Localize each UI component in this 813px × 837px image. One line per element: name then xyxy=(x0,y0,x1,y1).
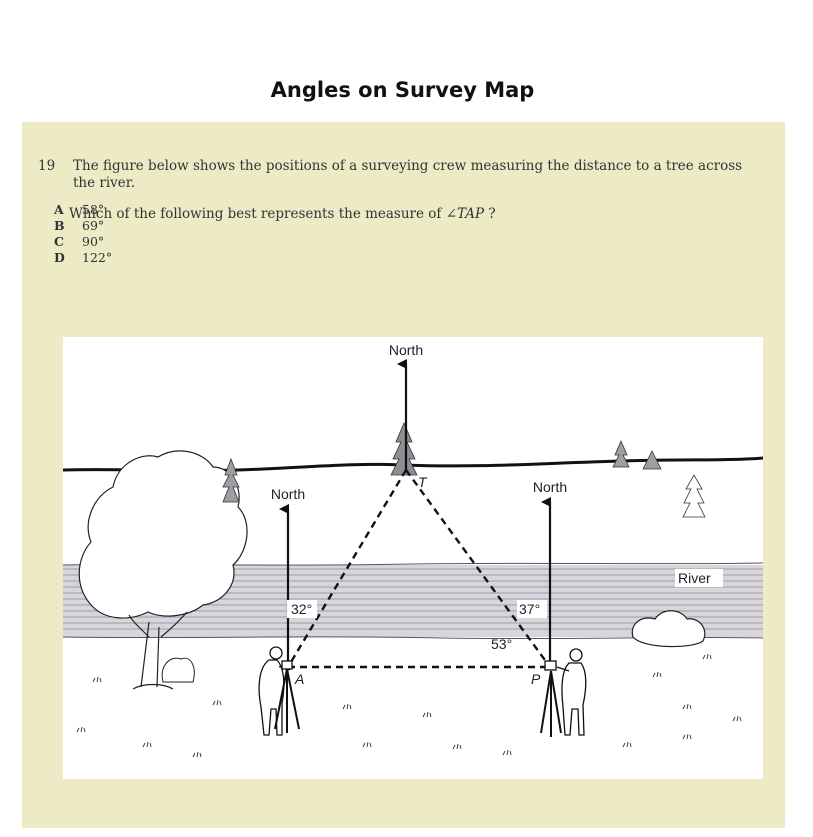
choice-value: 90° xyxy=(82,234,105,249)
question-panel: 19 The figure below shows the positions … xyxy=(22,122,785,828)
answer-choices: A 58° B 69° C 90° D 122° xyxy=(54,202,112,266)
river-label: River xyxy=(678,570,711,586)
left-tree xyxy=(78,450,248,690)
ask-prefix: Which of the following best represents t… xyxy=(69,206,446,222)
survey-illustration: North North North T A P 32° 37° 53° Rive… xyxy=(63,342,763,758)
point-t-label: T xyxy=(418,474,428,490)
background-tree xyxy=(222,439,706,518)
choice-a[interactable]: A 58° xyxy=(54,202,112,218)
question-ask: Which of the following best represents t… xyxy=(69,206,496,223)
choice-letter: A xyxy=(54,202,64,217)
ask-angle: ∠TAP xyxy=(445,206,485,222)
target-tree xyxy=(390,421,418,476)
choice-c[interactable]: C 90° xyxy=(54,234,112,250)
choice-value: 69° xyxy=(82,218,105,233)
survey-figure: North North North T A P 32° 37° 53° Rive… xyxy=(63,337,763,779)
angle-label-bg xyxy=(517,600,547,618)
angle-a-label: 32° xyxy=(291,601,312,617)
choice-value: 58° xyxy=(82,202,105,217)
choice-letter: D xyxy=(54,250,65,265)
point-a-label: A xyxy=(294,671,304,687)
question-text: The figure below shows the positions of … xyxy=(73,158,743,191)
angle-label-bg xyxy=(287,600,317,618)
grass-tufts xyxy=(76,653,742,758)
choice-value: 122° xyxy=(82,250,113,265)
bush xyxy=(631,610,706,648)
choice-d[interactable]: D 122° xyxy=(54,250,112,266)
question-number: 19 xyxy=(38,158,56,174)
choice-b[interactable]: B 69° xyxy=(54,218,112,234)
surveyor-a xyxy=(258,646,300,736)
angle-p-north-label: 37° xyxy=(519,601,540,617)
page-title: Angles on Survey Map xyxy=(270,78,535,102)
bush xyxy=(161,657,195,683)
north-label-right: North xyxy=(533,479,567,495)
angle-p-base-label: 53° xyxy=(491,636,512,652)
north-label-left: North xyxy=(271,486,305,502)
point-p-label: P xyxy=(531,671,541,687)
choice-letter: C xyxy=(54,234,64,249)
choice-letter: B xyxy=(54,218,65,233)
north-label-top: North xyxy=(389,342,423,358)
river-label-bg xyxy=(675,569,723,587)
survey-triangle xyxy=(286,469,551,669)
surveyor-p xyxy=(540,648,587,737)
ask-suffix: ? xyxy=(484,206,496,222)
